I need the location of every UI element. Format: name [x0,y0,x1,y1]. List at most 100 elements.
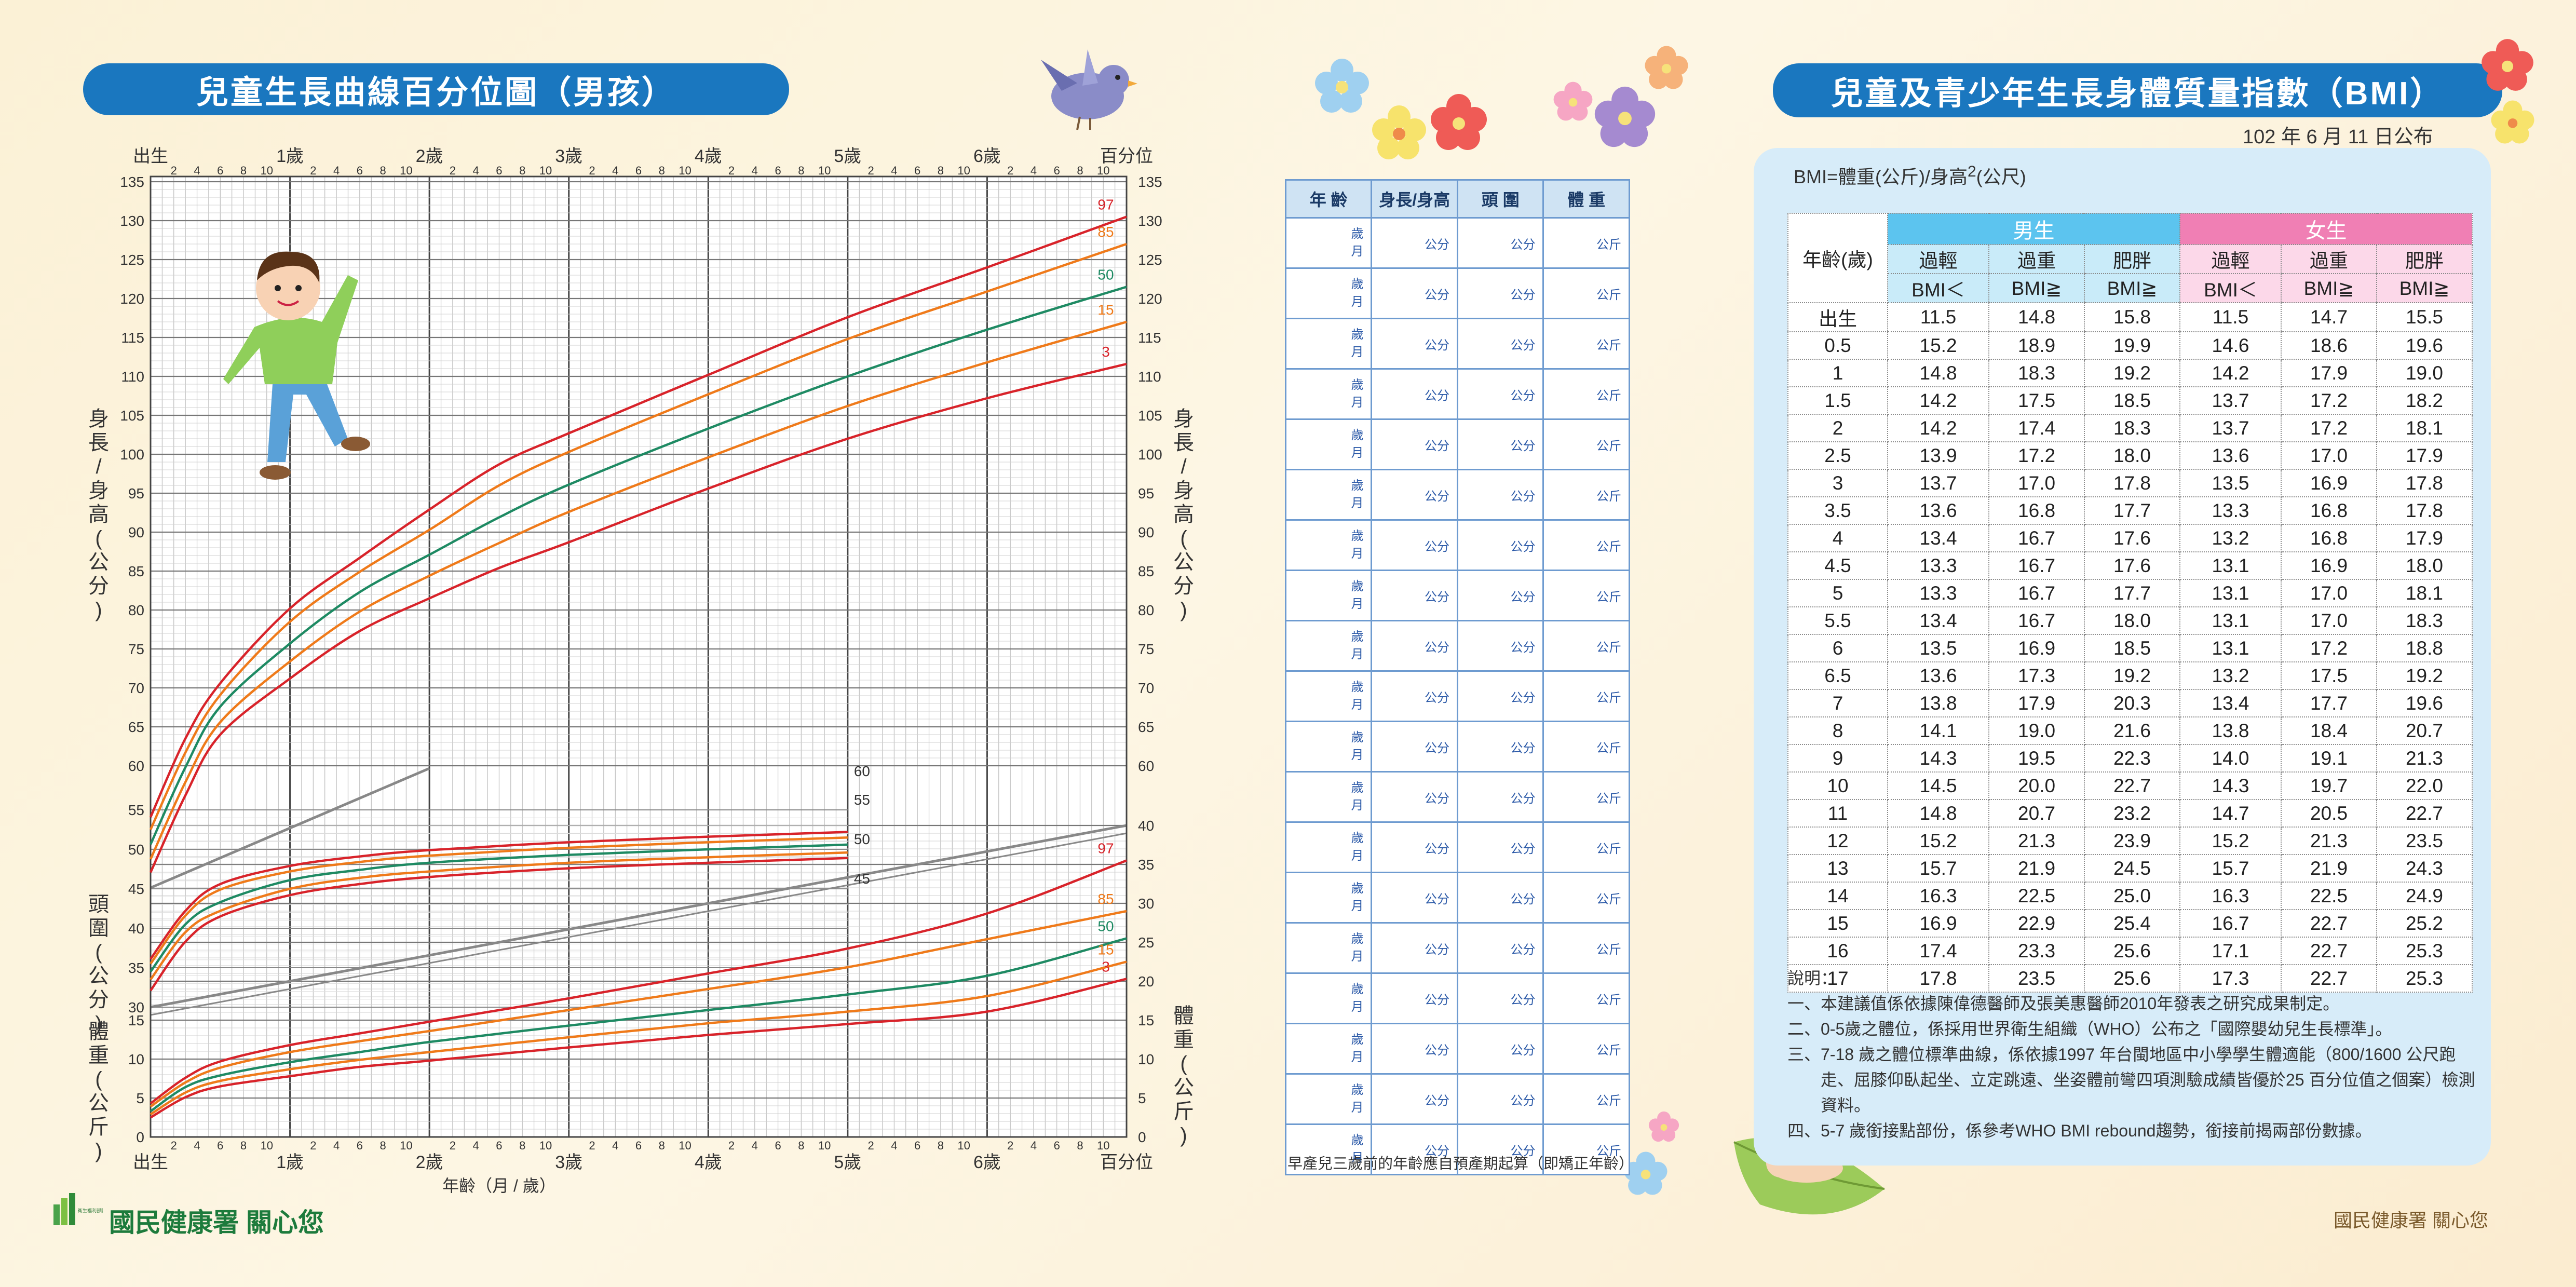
record-head-cell[interactable]: 公分 [1457,469,1544,521]
record-age-cell[interactable]: 歲月 [1284,872,1373,924]
record-weight-cell[interactable]: 公斤 [1542,519,1630,571]
record-head-cell[interactable]: 公分 [1457,620,1544,672]
record-age-cell[interactable]: 歲月 [1284,368,1373,420]
record-head-cell[interactable]: 公分 [1457,368,1544,420]
record-weight-cell[interactable]: 公斤 [1542,318,1630,370]
record-age-cell[interactable]: 歲月 [1284,721,1373,773]
head-tick-right: 55 [854,792,870,808]
record-head-cell[interactable]: 公分 [1457,1123,1544,1175]
record-age-cell[interactable]: 歲月 [1284,267,1373,319]
record-length-cell[interactable]: 公分 [1371,217,1459,269]
record-age-cell[interactable]: 歲月 [1284,318,1373,370]
record-head-cell[interactable]: 公分 [1457,972,1544,1024]
record-head-cell[interactable]: 公分 [1457,217,1544,269]
record-length-cell[interactable]: 公分 [1371,721,1459,773]
record-head-cell[interactable]: 公分 [1457,670,1544,722]
record-length-cell[interactable]: 公分 [1371,469,1459,521]
record-age-cell[interactable]: 歲月 [1284,922,1373,974]
record-head-cell[interactable]: 公分 [1457,519,1544,571]
height-tick-left: 130 [120,213,144,229]
record-head-cell[interactable]: 公分 [1457,1073,1544,1125]
record-head-cell[interactable]: 公分 [1457,318,1544,370]
bmi-value-cell: 17.2 [1988,441,2085,470]
bmi-boy-header: 男生 [1887,213,2180,245]
record-length-cell[interactable]: 公分 [1371,620,1459,672]
record-weight-cell[interactable]: 公斤 [1542,922,1630,974]
record-row: 歲月公分 公分 公斤 [1284,217,1630,269]
record-weight-cell[interactable]: 公斤 [1542,469,1630,521]
record-age-cell[interactable]: 歲月 [1284,821,1373,873]
record-head-cell[interactable]: 公分 [1457,821,1544,873]
record-length-cell[interactable]: 公分 [1371,570,1459,621]
record-length-cell[interactable]: 公分 [1371,318,1459,370]
record-weight-cell[interactable]: 公斤 [1542,1023,1630,1075]
record-weight-cell[interactable]: 公斤 [1542,1073,1630,1125]
weight-tick-right: 40 [1138,818,1154,834]
chart-frame [150,175,1128,1138]
bottom-minor-tick: 4 [891,1139,897,1152]
record-weight-cell[interactable]: 公斤 [1542,217,1630,269]
bmi-value-cell: 17.0 [2281,606,2377,635]
record-head-cell[interactable]: 公分 [1457,922,1544,974]
record-weight-cell[interactable]: 公斤 [1542,872,1630,924]
record-age-cell[interactable]: 歲月 [1284,418,1373,470]
height-tick-right: 80 [1138,602,1154,618]
record-length-cell[interactable]: 公分 [1371,519,1459,571]
record-age-cell[interactable]: 歲月 [1284,469,1373,521]
record-age-cell[interactable]: 歲月 [1284,519,1373,571]
record-length-cell[interactable]: 公分 [1371,922,1459,974]
bmi-value-cell: 13.3 [2179,496,2282,525]
record-length-cell[interactable]: 公分 [1371,368,1459,420]
record-head-cell[interactable]: 公分 [1457,267,1544,319]
record-age-cell[interactable]: 歲月 [1284,1123,1373,1175]
record-head-cell[interactable]: 公分 [1457,1023,1544,1075]
record-head-cell[interactable]: 公分 [1457,771,1544,823]
record-age-cell[interactable]: 歲月 [1284,972,1373,1024]
bmi-age-cell: 3.5 [1787,496,1888,525]
record-age-cell[interactable]: 歲月 [1284,771,1373,823]
bmi-value-cell: 13.4 [2179,689,2282,717]
record-length-cell[interactable]: 公分 [1371,872,1459,924]
weight-axis-title: 斤 [88,1116,109,1139]
bottom-minor-tick: 4 [612,1139,618,1152]
record-length-cell[interactable]: 公分 [1371,670,1459,722]
record-head-cell[interactable]: 公分 [1457,570,1544,621]
record-length-cell[interactable]: 公分 [1371,821,1459,873]
bmi-age-cell: 2 [1787,414,1888,442]
record-weight-cell[interactable]: 公斤 [1542,771,1630,823]
height-tick-right: 90 [1138,524,1154,540]
bmi-value-cell: 17.3 [1988,661,2085,690]
record-weight-cell[interactable]: 公斤 [1542,418,1630,470]
record-age-cell[interactable]: 歲月 [1284,620,1373,672]
record-weight-cell[interactable]: 公斤 [1542,267,1630,319]
record-weight-cell[interactable]: 公斤 [1542,1123,1630,1175]
record-age-cell[interactable]: 歲月 [1284,1073,1373,1125]
record-weight-cell[interactable]: 公斤 [1542,620,1630,672]
record-head-cell[interactable]: 公分 [1457,721,1544,773]
record-length-cell[interactable]: 公分 [1371,1073,1459,1125]
record-length-cell[interactable]: 公分 [1371,1023,1459,1075]
record-age-cell[interactable]: 歲月 [1284,217,1373,269]
record-weight-cell[interactable]: 公斤 [1542,368,1630,420]
bmi-row: 出生 11.5 14.8 15.8 11.5 14.7 15.5 [1787,302,2473,332]
record-weight-cell[interactable]: 公斤 [1542,721,1630,773]
record-length-cell[interactable]: 公分 [1371,1123,1459,1175]
record-length-cell[interactable]: 公分 [1371,972,1459,1024]
percentile-curve-50 [150,843,848,972]
record-age-cell[interactable]: 歲月 [1284,670,1373,722]
record-age-cell[interactable]: 歲月 [1284,570,1373,621]
record-age-cell[interactable]: 歲月 [1284,1023,1373,1075]
record-weight-cell[interactable]: 公斤 [1542,670,1630,722]
record-weight-cell[interactable]: 公斤 [1542,972,1630,1024]
record-head-cell[interactable]: 公分 [1457,872,1544,924]
record-head-cell[interactable]: 公分 [1457,418,1544,470]
record-weight-cell[interactable]: 公斤 [1542,821,1630,873]
record-weight-cell[interactable]: 公斤 [1542,570,1630,621]
record-length-cell[interactable]: 公分 [1371,267,1459,319]
record-length-cell[interactable]: 公分 [1371,418,1459,470]
bmi-value-cell: 21.3 [2376,744,2473,773]
record-row: 歲月公分 公分 公斤 [1284,1123,1630,1175]
top-axis-label: 3歲 [555,146,582,166]
record-length-cell[interactable]: 公分 [1371,771,1459,823]
